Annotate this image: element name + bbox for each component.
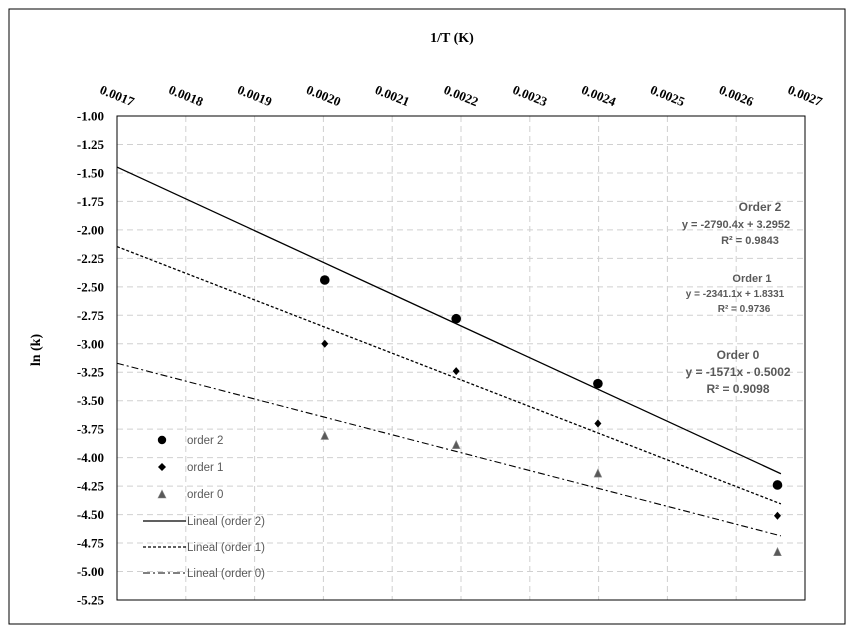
y-tick-label: -2.25	[77, 251, 105, 266]
x-axis-title: 1/T (K)	[430, 31, 474, 46]
equation-order-2-formula: y = -2790.4x + 3.2952	[682, 219, 790, 231]
point-order-1	[594, 419, 602, 428]
point-order-0	[593, 468, 603, 478]
point-order-1	[773, 511, 781, 520]
equation-order-0: Order 0 y = -1571x - 0.5002 R² = 0.9098	[685, 348, 790, 396]
legend-label-lineal-order-0: Lineal (order 0)	[187, 568, 265, 580]
y-tick-label: -4.50	[77, 507, 104, 522]
point-order-0	[451, 439, 461, 449]
legend-item-order-0: order 0	[157, 489, 223, 501]
legend-circle-marker-icon	[157, 435, 167, 445]
legend-label-lineal-order-1: Lineal (order 1)	[187, 542, 265, 554]
point-order-1	[321, 339, 329, 348]
point-order-0	[773, 546, 782, 556]
legend-item-order-1: order 1	[158, 462, 223, 474]
point-order-2	[593, 378, 603, 389]
equation-order-1-title: Order 1	[732, 273, 771, 285]
y-tick-label: -4.00	[77, 450, 104, 465]
plot-area	[116, 115, 806, 601]
legend-triangle-marker-icon	[157, 489, 167, 499]
equation-order-0-title: Order 0	[717, 348, 760, 362]
equation-order-1-r2: R² = 0.9736	[718, 304, 771, 315]
y-tick-label: -3.50	[77, 393, 104, 408]
y-tick-label: -5.25	[77, 593, 105, 608]
chart-border	[8, 8, 846, 625]
point-order-0	[320, 430, 330, 440]
trendline-dashdot	[116, 362, 782, 537]
equation-order-2-r2: R² = 0.9843	[721, 235, 779, 247]
point-order-1	[452, 367, 460, 376]
y-tick-label: -1.25	[77, 137, 105, 152]
legend-label-lineal-order-2: Lineal (order 2)	[187, 516, 265, 528]
y-tick-label: -2.75	[77, 308, 105, 323]
y-tick-label: -3.75	[77, 422, 105, 437]
legend-label-order-0: order 0	[187, 489, 223, 501]
data-points	[319, 275, 783, 556]
equation-order-2-title: Order 2	[739, 200, 782, 214]
legend-label-order-2: order 2	[187, 435, 223, 447]
y-tick-label: -1.75	[77, 194, 105, 209]
y-tick-label: -1.50	[77, 165, 104, 180]
legend-item-lineal-order-0: Lineal (order 0)	[143, 568, 265, 580]
trendline-solid	[116, 166, 782, 475]
trendline-dashed	[116, 245, 782, 505]
point-order-2	[772, 480, 783, 490]
legend-item-lineal-order-1: Lineal (order 1)	[143, 542, 265, 554]
equation-order-0-r2: R² = 0.9098	[706, 382, 769, 396]
y-tick-label: -2.50	[77, 279, 104, 294]
legend-item-order-2: order 2	[157, 435, 223, 447]
y-tick-label: -3.00	[77, 336, 104, 351]
legend-item-lineal-order-2: Lineal (order 2)	[143, 516, 265, 528]
equation-order-1-formula: y = -2341.1x + 1.8331	[686, 289, 785, 300]
legend: order 2 order 1 order 0 Lineal (order 2)…	[143, 435, 265, 580]
legend-label-order-1: order 1	[187, 462, 223, 474]
y-tick-labels: -1.00 -1.25 -1.50 -1.75 -2.00 -2.25 -2.50 -2.75…	[77, 109, 105, 608]
point-order-2	[451, 313, 461, 324]
y-tick-label: -1.00	[77, 109, 104, 124]
equation-order-1: Order 1 y = -2341.1x + 1.8331 R² = 0.973…	[686, 273, 785, 315]
point-order-2	[319, 275, 330, 285]
y-tick-label: -3.25	[77, 365, 105, 380]
equation-order-2: Order 2 y = -2790.4x + 3.2952 R² = 0.984…	[682, 200, 790, 247]
y-tick-label: -4.75	[77, 536, 105, 551]
legend-diamond-marker-icon	[158, 463, 166, 471]
y-tick-label: -4.25	[77, 479, 105, 494]
equation-order-0-formula: y = -1571x - 0.5002	[685, 365, 790, 379]
y-tick-label: -5.00	[77, 564, 104, 579]
trendlines	[116, 166, 782, 537]
y-axis-title: ln (k)	[29, 334, 44, 367]
y-tick-label: -2.00	[77, 222, 104, 237]
